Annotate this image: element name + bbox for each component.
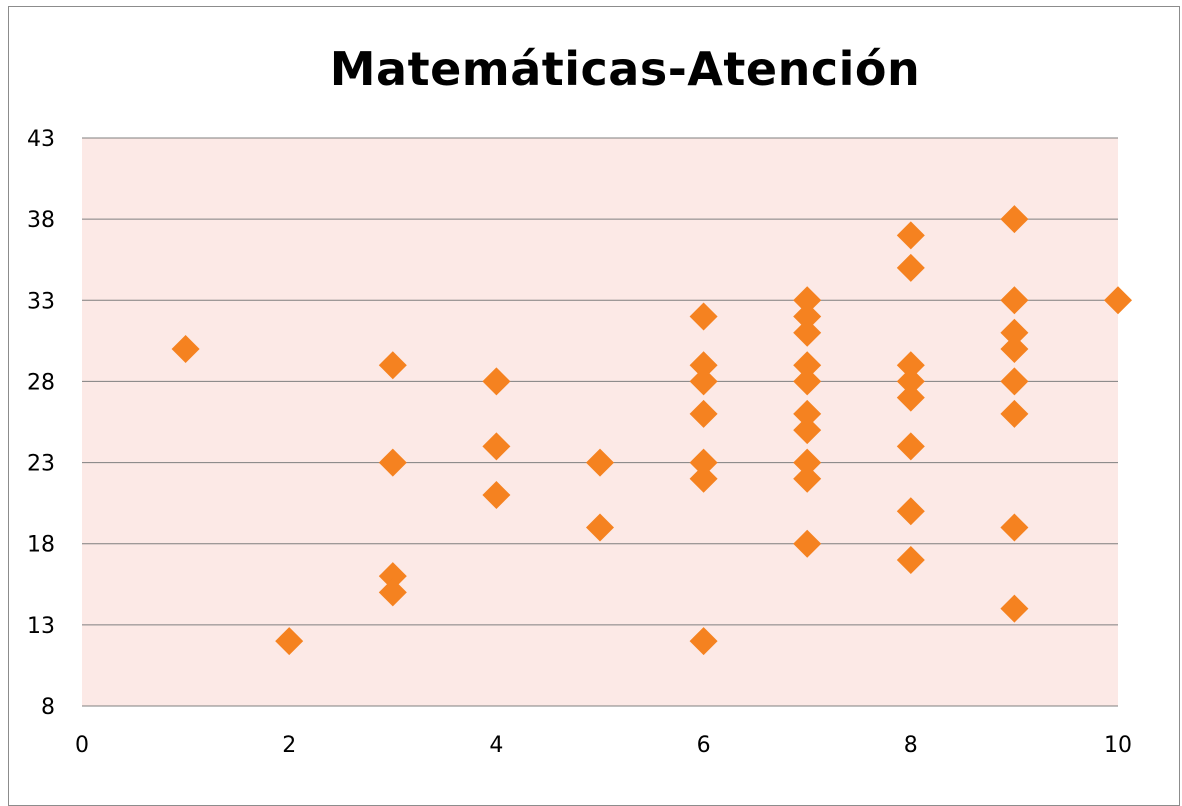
data-point bbox=[896, 432, 925, 461]
data-point bbox=[793, 416, 822, 445]
data-point bbox=[793, 529, 822, 558]
x-tick-label: 6 bbox=[697, 733, 711, 758]
data-point bbox=[793, 351, 822, 380]
data-point bbox=[1000, 334, 1029, 363]
y-tick-label: 43 bbox=[27, 127, 55, 152]
y-tick-label: 18 bbox=[27, 533, 55, 558]
data-point bbox=[896, 497, 925, 526]
data-point bbox=[896, 221, 925, 250]
y-axis-ticks: 8 13 18 23 28 33 38 43 bbox=[27, 127, 55, 720]
data-point bbox=[793, 367, 822, 396]
data-point bbox=[378, 562, 407, 591]
data-point bbox=[793, 318, 822, 347]
y-tick-label: 38 bbox=[27, 208, 55, 233]
x-tick-label: 8 bbox=[904, 733, 918, 758]
data-point bbox=[1000, 286, 1029, 315]
data-point bbox=[378, 448, 407, 477]
data-point bbox=[586, 513, 614, 542]
chart-title: Matemáticas-Atención bbox=[329, 42, 921, 96]
data-point bbox=[1000, 594, 1029, 623]
y-tick-label: 28 bbox=[27, 370, 55, 395]
y-tick-label: 33 bbox=[27, 289, 55, 314]
data-point bbox=[689, 399, 718, 428]
data-point bbox=[482, 432, 511, 461]
data-point bbox=[896, 351, 925, 380]
data-point bbox=[896, 367, 925, 396]
x-tick-label: 0 bbox=[75, 733, 89, 758]
plot-area bbox=[82, 138, 1118, 706]
data-point bbox=[793, 302, 822, 331]
gridlines bbox=[82, 137, 1118, 707]
data-point bbox=[793, 448, 822, 477]
data-point bbox=[275, 627, 304, 656]
data-point bbox=[689, 464, 718, 493]
data-point bbox=[689, 448, 718, 477]
data-point bbox=[689, 351, 718, 380]
y-tick-label: 8 bbox=[41, 695, 55, 720]
data-point bbox=[378, 578, 407, 607]
data-point bbox=[482, 367, 511, 396]
data-point bbox=[793, 399, 822, 428]
x-tick-label: 2 bbox=[282, 733, 296, 758]
y-tick-label: 13 bbox=[27, 614, 55, 639]
data-point bbox=[896, 253, 925, 282]
data-point bbox=[1000, 205, 1029, 234]
data-point bbox=[1104, 286, 1132, 315]
data-point bbox=[896, 545, 925, 574]
data-point bbox=[1000, 367, 1029, 396]
data-point bbox=[1000, 318, 1029, 347]
data-point bbox=[689, 302, 718, 331]
data-point bbox=[171, 334, 200, 363]
x-axis-ticks: 0 2 4 6 8 10 bbox=[75, 733, 1132, 758]
x-tick-label: 10 bbox=[1104, 733, 1132, 758]
data-point bbox=[482, 481, 511, 510]
data-point bbox=[793, 464, 822, 493]
data-point bbox=[896, 383, 925, 412]
data-point bbox=[793, 286, 822, 315]
data-point bbox=[378, 351, 407, 380]
data-point bbox=[1000, 513, 1029, 542]
data-point bbox=[689, 367, 718, 396]
data-point bbox=[1000, 399, 1029, 428]
data-point bbox=[689, 627, 718, 656]
data-points bbox=[171, 205, 1132, 656]
data-point bbox=[586, 448, 614, 477]
y-tick-label: 23 bbox=[27, 452, 55, 477]
x-tick-label: 4 bbox=[489, 733, 503, 758]
